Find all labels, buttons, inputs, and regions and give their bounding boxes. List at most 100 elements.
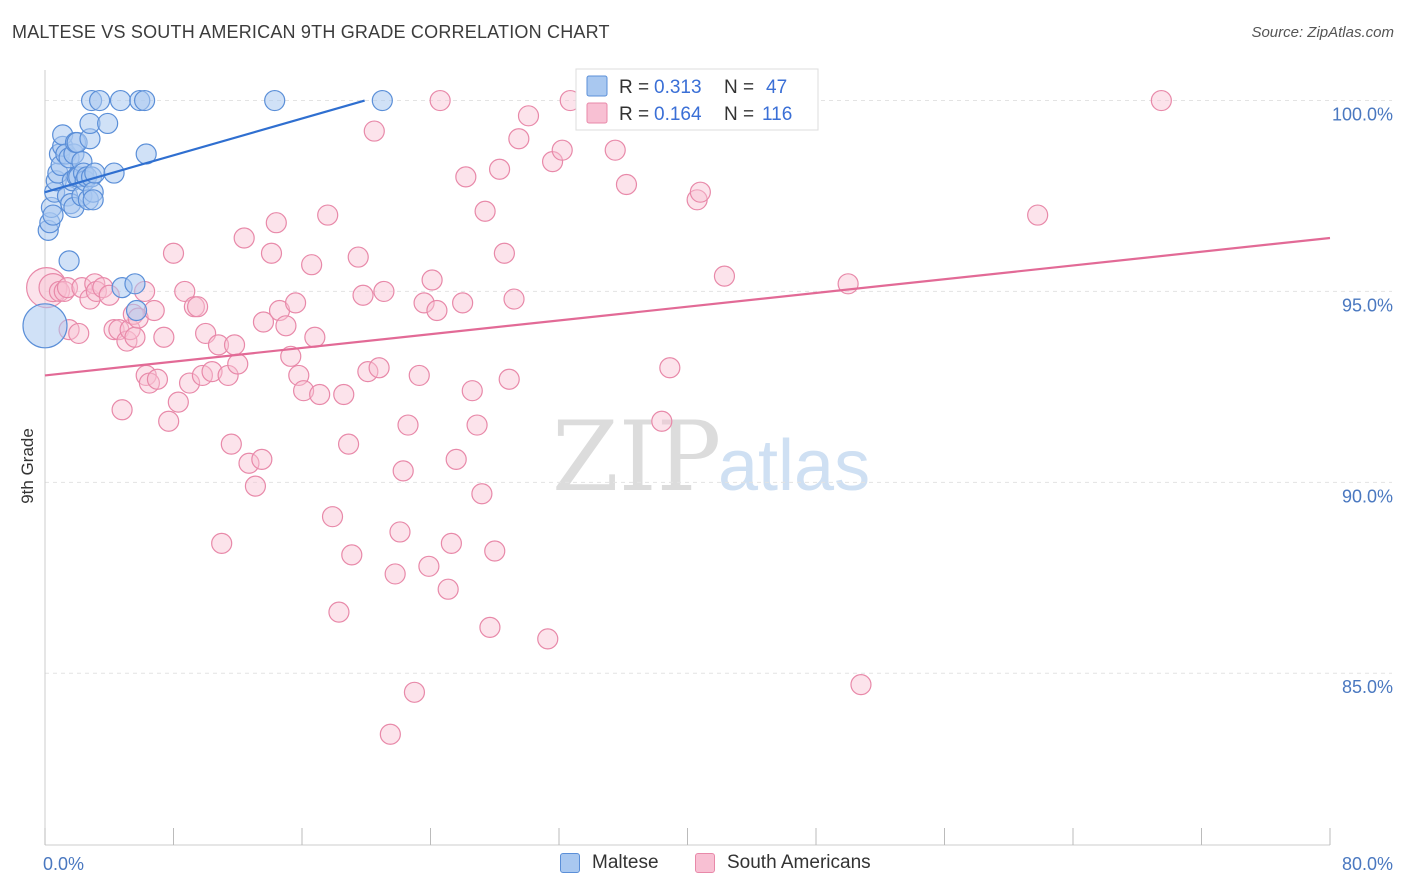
legend-label-maltese: Maltese	[592, 852, 659, 873]
y-axis-label: 9th Grade	[18, 428, 37, 504]
data-point-south-americans	[251, 448, 273, 471]
data-point-south-americans	[333, 383, 355, 406]
data-point-south-americans	[413, 292, 435, 314]
data-point-south-americans	[537, 628, 559, 650]
legend-swatch-maltese	[586, 75, 608, 97]
data-point-south-americans	[158, 410, 180, 432]
chart-title: MALTESE VS SOUTH AMERICAN 9TH GRADE CORR…	[12, 22, 610, 42]
data-point-south-americans	[551, 139, 573, 161]
data-point-south-americans	[484, 540, 506, 562]
data-point-maltese	[22, 303, 68, 349]
data-point-south-americans	[146, 368, 169, 390]
data-point-south-americans	[689, 181, 711, 203]
data-point-south-americans	[363, 120, 385, 142]
data-point-south-americans	[471, 483, 493, 505]
data-point-south-americans	[352, 284, 374, 306]
data-point-south-americans	[207, 334, 230, 356]
data-point-south-americans	[260, 242, 283, 264]
legend-n-label: N =	[724, 104, 754, 125]
legend-swatch-maltese	[560, 853, 580, 873]
data-point-south-americans	[284, 292, 307, 314]
data-point-south-americans	[304, 326, 326, 348]
watermark: ZIP atlas	[552, 401, 870, 513]
data-point-south-americans	[517, 105, 540, 127]
series-south-americans	[26, 89, 1172, 745]
data-point-south-americans	[174, 280, 196, 303]
data-point-south-americans	[461, 380, 483, 402]
legend-n-label: N =	[724, 77, 754, 98]
legend-item-maltese[interactable]: Maltese	[560, 852, 659, 874]
data-point-south-americans	[384, 563, 406, 585]
y-tick-label: 95.0%	[1342, 295, 1393, 315]
data-point-south-americans	[162, 242, 185, 264]
data-point-south-americans	[252, 311, 275, 333]
bottom-legend: Maltese South Americans	[0, 852, 1406, 878]
data-point-south-americans	[488, 158, 511, 180]
data-point-south-americans	[498, 368, 520, 390]
data-point-south-americans	[379, 723, 401, 745]
data-point-south-americans	[426, 299, 448, 322]
data-point-maltese	[371, 89, 393, 112]
data-point-south-americans	[615, 173, 638, 196]
data-point-south-americans	[713, 265, 736, 287]
data-point-south-americans	[357, 361, 379, 383]
data-point-south-americans	[659, 357, 681, 379]
data-point-south-americans	[466, 414, 488, 436]
data-point-south-americans	[418, 555, 440, 577]
data-point-south-americans	[317, 204, 339, 226]
data-point-maltese	[264, 89, 286, 112]
data-point-south-americans	[153, 326, 175, 348]
data-point-south-americans	[474, 200, 496, 222]
data-point-south-americans	[280, 345, 302, 367]
data-point-south-americans	[455, 166, 477, 188]
data-point-south-americans	[493, 242, 515, 264]
legend-label-south-americans: South Americans	[727, 852, 871, 873]
data-point-south-americans	[56, 277, 79, 299]
data-point-south-americans	[124, 326, 146, 348]
data-point-maltese	[97, 112, 119, 135]
data-point-south-americans	[604, 139, 626, 161]
data-point-south-americans	[186, 296, 209, 318]
data-point-south-americans	[321, 506, 344, 528]
data-point-south-americans	[437, 578, 459, 600]
data-point-south-americans	[850, 674, 872, 696]
x-tick-label: 0.0%	[43, 854, 84, 874]
data-point-south-americans	[503, 288, 525, 310]
data-point-maltese	[109, 89, 132, 112]
trend-line-south-americans	[44, 236, 1331, 377]
data-point-south-americans	[347, 246, 369, 268]
legend-swatch-south	[586, 102, 608, 124]
data-point-south-americans	[429, 89, 451, 112]
correlation-legend: R = 0.313 N = 47 R = 0.164 N = 116	[575, 68, 819, 131]
data-point-south-americans	[233, 227, 255, 249]
legend-item-south-americans[interactable]: South Americans	[695, 852, 871, 874]
x-tick-labels: 0.0% 80.0%	[43, 854, 1393, 874]
legend-r-value: 0.313	[654, 77, 702, 98]
data-point-south-americans	[143, 299, 165, 322]
data-point-south-americans	[392, 460, 414, 482]
source-label: Source: ZipAtlas.com	[1251, 24, 1394, 41]
data-point-south-americans	[373, 280, 395, 303]
x-tick-label: 80.0%	[1342, 854, 1393, 874]
legend-n-value: 47	[766, 77, 787, 98]
data-point-maltese	[42, 204, 64, 226]
data-point-south-americans	[301, 254, 323, 276]
data-point-south-americans	[368, 357, 390, 379]
data-point-south-americans	[403, 681, 426, 703]
data-point-maltese	[125, 299, 148, 322]
data-point-maltese	[82, 189, 104, 211]
data-point-south-americans	[309, 383, 331, 406]
watermark-zip: ZIP	[552, 401, 721, 513]
data-point-maltese	[89, 89, 111, 112]
y-tick-labels: 85.0% 90.0% 95.0% 100.0%	[1332, 105, 1393, 698]
data-point-south-americans	[201, 361, 223, 383]
data-point-south-americans	[440, 532, 462, 554]
y-tick-label: 100.0%	[1332, 105, 1393, 125]
data-point-south-americans	[293, 380, 315, 402]
data-point-south-americans	[1027, 204, 1049, 226]
data-point-south-americans	[111, 399, 133, 421]
data-point-south-americans	[651, 410, 673, 432]
data-point-maltese	[79, 112, 101, 135]
data-point-south-americans	[244, 475, 267, 497]
data-point-south-americans	[337, 433, 360, 455]
